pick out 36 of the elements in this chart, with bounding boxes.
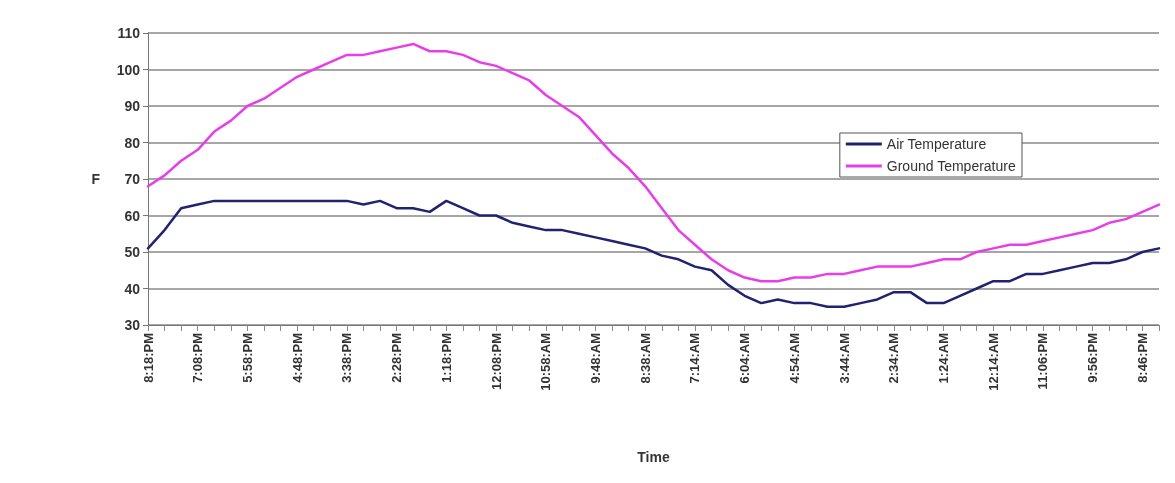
x-tick-label: 8:46:PM	[1134, 333, 1150, 383]
x-tick-label: 3:44:AM	[836, 333, 852, 384]
y-tick-label: 110	[117, 25, 141, 41]
y-tick-label: 60	[124, 207, 141, 224]
line-series	[146, 199, 1161, 308]
x-tick-label: 12:14:AM	[985, 333, 1001, 391]
x-tick-label: 4:54:AM	[786, 333, 802, 384]
y-tick-label: 70	[124, 171, 141, 187]
x-tick-label: 7:14:AM	[687, 333, 703, 384]
x-tick-label: 8:18:PM	[140, 333, 156, 383]
x-tick-label: 3:38:PM	[339, 333, 355, 383]
legend-label: Ground Temperature	[886, 158, 1016, 174]
y-tick-label: 40	[124, 280, 141, 297]
x-tick-label: 2:34:AM	[886, 333, 902, 384]
x-tick-label: 1:24:AM	[936, 333, 952, 384]
x-tick-label: 4:48:PM	[289, 333, 305, 383]
x-tick-label: 7:08:PM	[190, 333, 206, 383]
x-tick-label: 9:56:PM	[1085, 333, 1101, 383]
x-tick-label: 2:28:PM	[389, 333, 405, 383]
x-tick-label: 12:08:PM	[488, 333, 504, 391]
x-tick-label: 1:18:PM	[438, 333, 454, 383]
x-tick-label: 5:58:PM	[239, 333, 255, 383]
y-tick-label: 100	[116, 61, 141, 78]
x-tick-label: 10:58:AM	[538, 333, 554, 391]
legend-label: Air Temperature	[886, 136, 987, 152]
x-tick-label: 6:04:AM	[737, 333, 753, 384]
y-tick-label: 80	[124, 134, 141, 151]
y-tick-label: 30	[124, 317, 141, 333]
line-series	[146, 42, 1161, 283]
y-axis-title: F	[91, 171, 101, 187]
x-tick-label: 8:38:AM	[637, 333, 653, 384]
x-tick-label: 11:06:PM	[1035, 333, 1051, 390]
y-tick-label: 90	[124, 98, 141, 114]
x-tick-label: 9:48:AM	[587, 333, 603, 384]
y-tick-label: 50	[124, 244, 141, 260]
x-axis-title: Time	[637, 449, 670, 465]
